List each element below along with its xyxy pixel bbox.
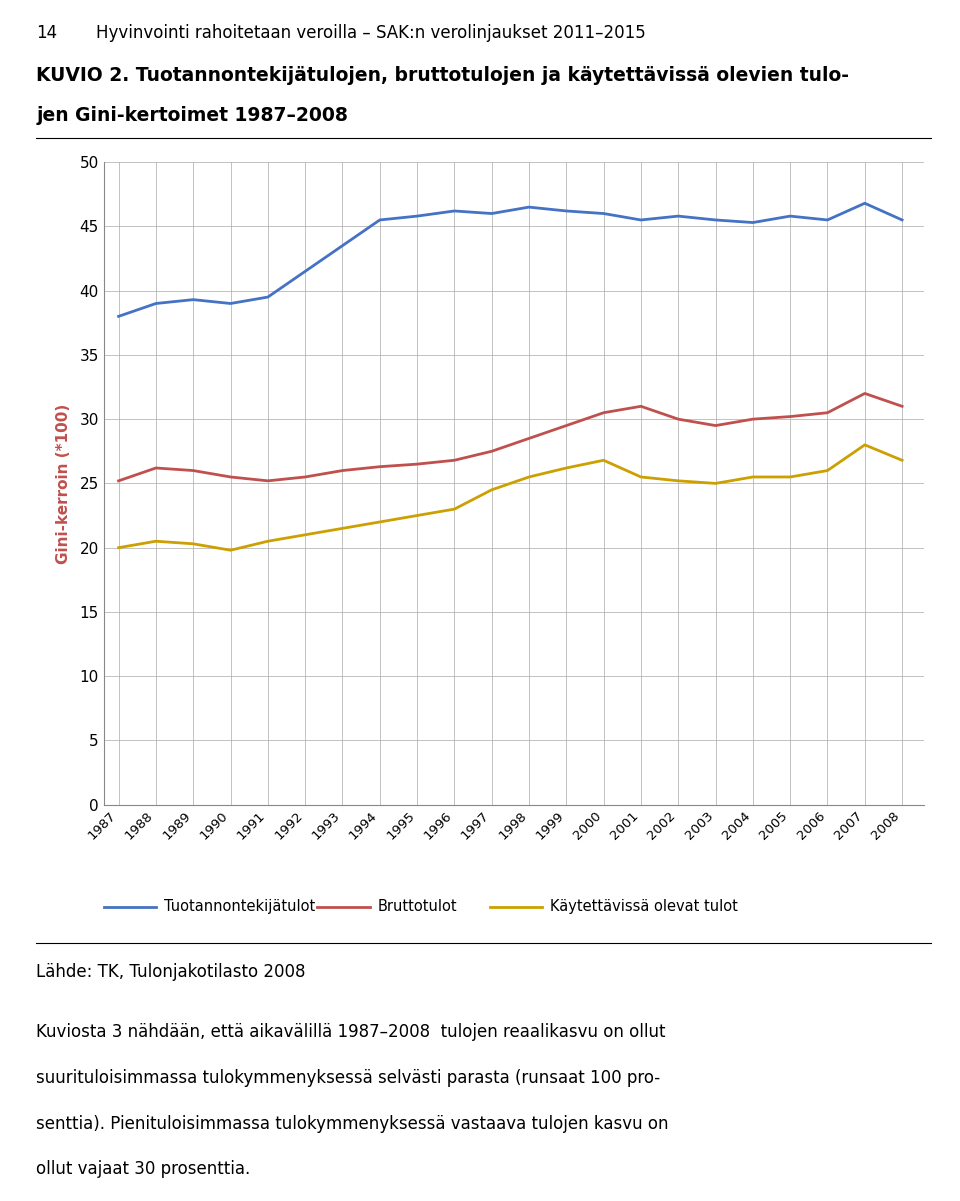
- Y-axis label: Gini-kerroin (*100): Gini-kerroin (*100): [56, 404, 71, 563]
- Text: Kuviosta 3 nähdään, että aikavälillä 1987–2008  tulojen reaalikasvu on ollut: Kuviosta 3 nähdään, että aikavälillä 198…: [36, 1023, 666, 1041]
- Text: Lähde: TK, Tulonjakotilasto 2008: Lähde: TK, Tulonjakotilasto 2008: [36, 963, 306, 981]
- Text: ollut vajaat 30 prosenttia.: ollut vajaat 30 prosenttia.: [36, 1160, 251, 1178]
- Text: jen Gini-kertoimet 1987–2008: jen Gini-kertoimet 1987–2008: [36, 106, 348, 125]
- Text: KUVIO 2. Tuotannontekijätulojen, bruttotulojen ja käytettävissä olevien tulo-: KUVIO 2. Tuotannontekijätulojen, bruttot…: [36, 66, 850, 85]
- Text: Bruttotulot: Bruttotulot: [377, 900, 457, 914]
- Text: suurituloisimmassa tulokymmenyksessä selvästi parasta (runsaat 100 pro-: suurituloisimmassa tulokymmenyksessä sel…: [36, 1069, 660, 1087]
- Text: 14: 14: [36, 24, 58, 42]
- Text: Tuotannontekijätulot: Tuotannontekijätulot: [164, 900, 316, 914]
- Text: Hyvinvointi rahoitetaan veroilla – SAK:n verolinjaukset 2011–2015: Hyvinvointi rahoitetaan veroilla – SAK:n…: [96, 24, 646, 42]
- Text: Käytettävissä olevat tulot: Käytettävissä olevat tulot: [550, 900, 738, 914]
- Text: senttia). Pienituloisimmassa tulokymmenyksessä vastaava tulojen kasvu on: senttia). Pienituloisimmassa tulokymmeny…: [36, 1115, 669, 1133]
